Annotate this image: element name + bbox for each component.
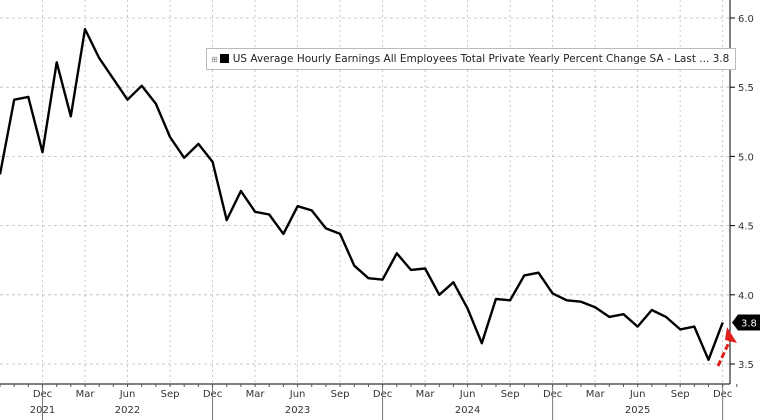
y-tick-label: 5.5 [738,83,754,94]
series [0,27,724,361]
x-tick-label: Sep [501,389,520,400]
x-tick-label: Mar [76,389,96,400]
legend: ⊞ US Average Hourly Earnings All Employee… [206,48,737,70]
x-tick-label: Sep [161,389,180,400]
x-tick-label: Sep [671,389,690,400]
y-axis-ticks: 3.5 4.0 4.5 5.0 5.5 6.0 [730,14,754,371]
x-tick-label: Mar [416,389,436,400]
series-line [0,27,724,361]
x-year-label: 2022 [115,405,140,416]
y-tick-label: 3.5 [738,360,754,371]
last-value-box [732,314,760,331]
x-year-label: 2023 [285,405,310,416]
y-tick-label: 5.0 [738,152,754,163]
x-tick-label: Mar [246,389,266,400]
last-value-label: 3.8 [732,314,760,331]
gridlines [0,0,730,384]
x-tick-label: Jun [289,389,306,400]
legend-swatch [219,54,229,63]
x-year-label: 2024 [455,405,480,416]
x-tick-label: Jun [629,389,646,400]
x-tick-label: Jun [119,389,136,400]
x-year-label: 2025 [625,405,650,416]
legend-expand-icon[interactable]: ⊞ [211,55,218,64]
legend-label: US Average Hourly Earnings All Employees… [232,53,730,65]
y-tick-label: 6.0 [738,14,754,25]
x-tick-label: Sep [331,389,350,400]
last-value-text: 3.8 [741,318,757,329]
y-tick-label: 4.5 [738,222,754,233]
x-tick-label: Jun [459,389,476,400]
arrow-head [725,327,737,343]
arrow-shaft [716,337,733,367]
y-tick-label: 4.0 [738,291,754,302]
x-tick-label: Mar [586,389,606,400]
annotation-arrow [716,327,737,367]
